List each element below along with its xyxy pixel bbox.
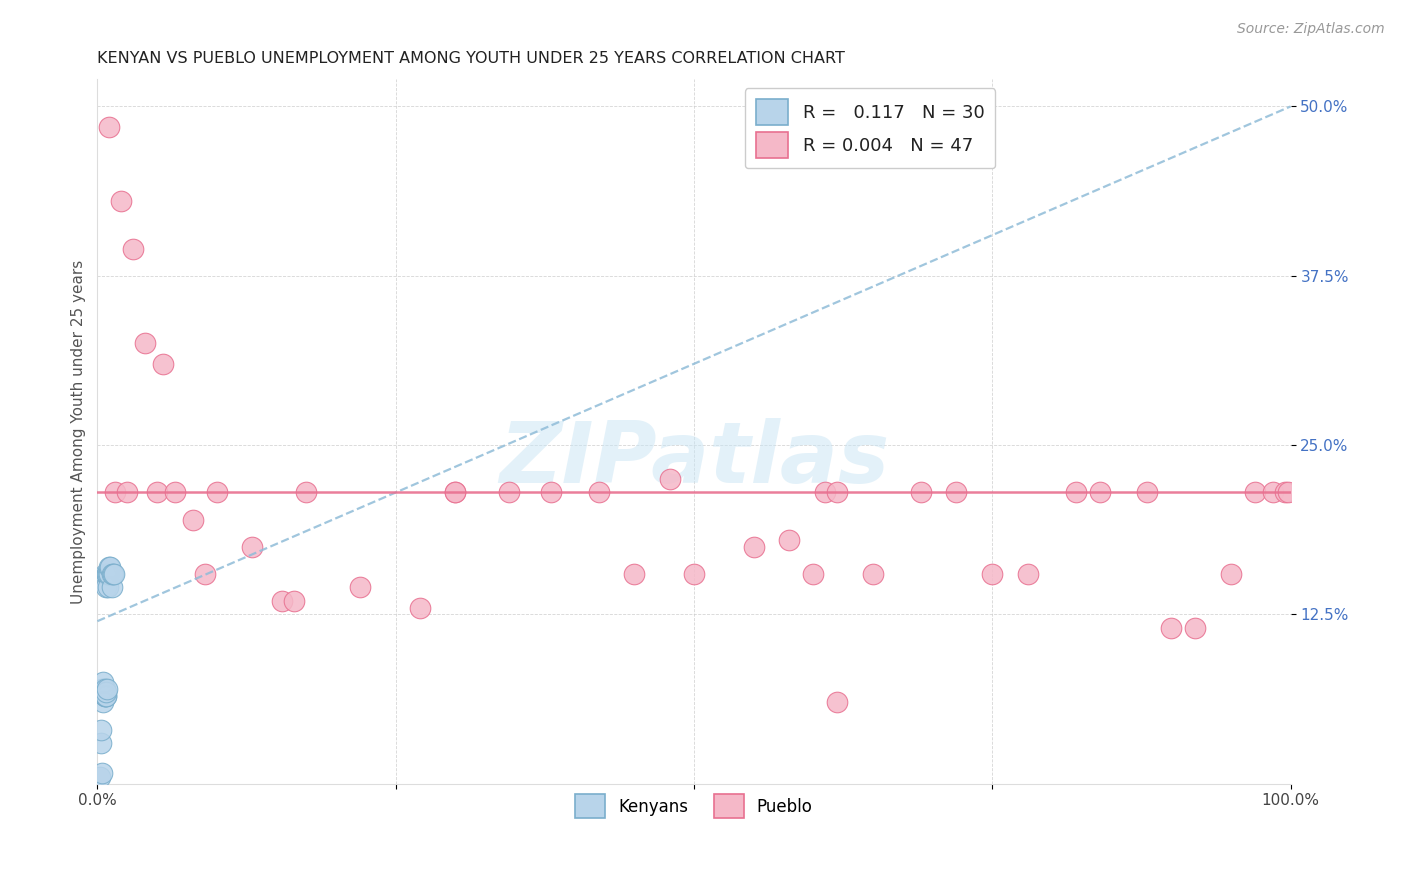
Point	[271, 594, 294, 608]
Point	[93, 689, 115, 703]
Point	[683, 566, 706, 581]
Point	[295, 485, 318, 500]
Point	[1261, 485, 1284, 500]
Point	[283, 594, 305, 608]
Point	[814, 485, 837, 500]
Point	[444, 485, 467, 500]
Point	[540, 485, 562, 500]
Point	[91, 681, 114, 696]
Point	[91, 675, 114, 690]
Point	[242, 540, 264, 554]
Point	[91, 696, 114, 710]
Point	[93, 566, 115, 581]
Point	[825, 696, 848, 710]
Point	[122, 242, 145, 256]
Point	[97, 566, 120, 581]
Point	[94, 689, 117, 703]
Point	[146, 485, 169, 500]
Point	[134, 336, 156, 351]
Point	[408, 600, 430, 615]
Point	[103, 566, 125, 581]
Point	[93, 684, 115, 698]
Point	[181, 512, 204, 526]
Point	[94, 580, 117, 594]
Point	[778, 533, 800, 547]
Text: Source: ZipAtlas.com: Source: ZipAtlas.com	[1237, 22, 1385, 37]
Point	[801, 566, 824, 581]
Point	[1064, 485, 1087, 500]
Point	[91, 765, 114, 780]
Text: ZIPatlas: ZIPatlas	[499, 418, 889, 501]
Point	[101, 566, 124, 581]
Point	[97, 580, 120, 594]
Point	[93, 681, 115, 696]
Point	[100, 566, 122, 581]
Legend: Kenyans, Pueblo: Kenyans, Pueblo	[568, 788, 820, 825]
Point	[1088, 485, 1111, 500]
Point	[742, 540, 765, 554]
Point	[1136, 485, 1159, 500]
Point	[1219, 566, 1241, 581]
Point	[90, 723, 112, 737]
Point	[110, 194, 132, 209]
Text: KENYAN VS PUEBLO UNEMPLOYMENT AMONG YOUTH UNDER 25 YEARS CORRELATION CHART: KENYAN VS PUEBLO UNEMPLOYMENT AMONG YOUT…	[97, 51, 845, 66]
Point	[100, 580, 122, 594]
Point	[910, 485, 932, 500]
Point	[981, 566, 1004, 581]
Point	[498, 485, 520, 500]
Point	[1160, 621, 1182, 635]
Point	[862, 566, 884, 581]
Point	[588, 485, 610, 500]
Point	[98, 566, 121, 581]
Point	[1017, 566, 1039, 581]
Point	[115, 485, 138, 500]
Point	[194, 566, 217, 581]
Point	[945, 485, 967, 500]
Point	[349, 580, 371, 594]
Point	[100, 560, 122, 574]
Point	[96, 566, 118, 581]
Point	[1243, 485, 1265, 500]
Point	[94, 689, 117, 703]
Point	[444, 485, 467, 500]
Point	[96, 566, 118, 581]
Point	[1184, 621, 1206, 635]
Point	[96, 566, 118, 581]
Point	[98, 120, 121, 134]
Point	[825, 485, 848, 500]
Point	[1274, 485, 1296, 500]
Point	[205, 485, 228, 500]
Point	[98, 560, 121, 574]
Point	[90, 736, 112, 750]
Point	[623, 566, 645, 581]
Point	[104, 485, 127, 500]
Y-axis label: Unemployment Among Youth under 25 years: Unemployment Among Youth under 25 years	[72, 260, 86, 604]
Point	[659, 472, 682, 486]
Point	[91, 681, 114, 696]
Point	[1277, 485, 1299, 500]
Point	[152, 357, 174, 371]
Point	[96, 681, 118, 696]
Point	[94, 684, 117, 698]
Point	[163, 485, 186, 500]
Point	[93, 689, 115, 703]
Point	[89, 770, 111, 784]
